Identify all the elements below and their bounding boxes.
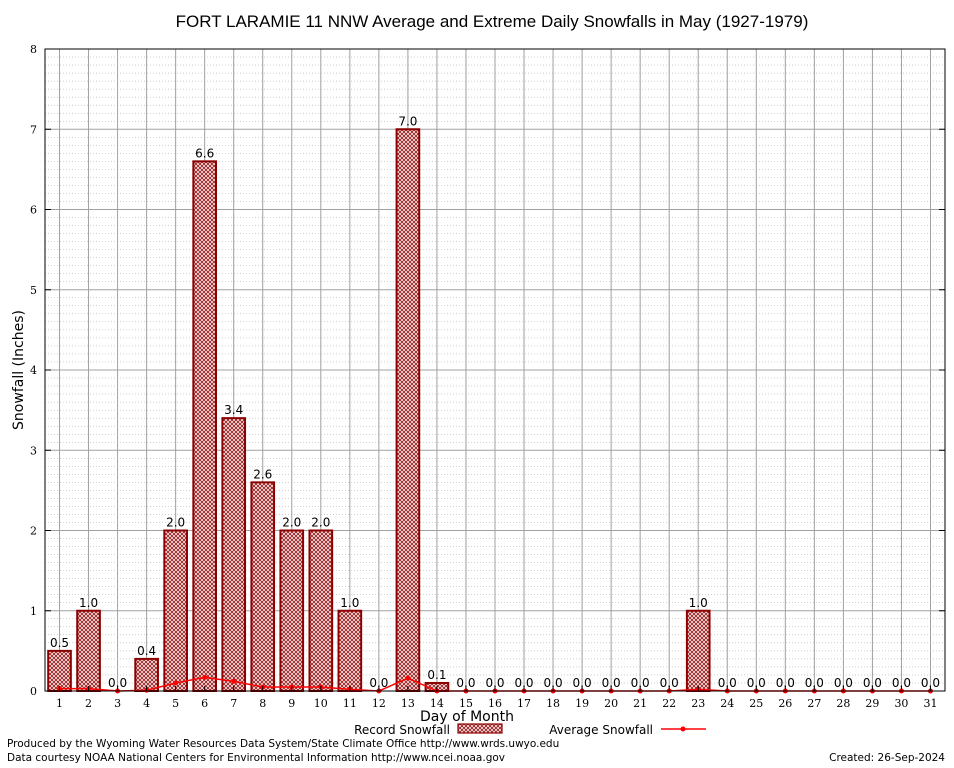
y-tick-label: 0 xyxy=(30,685,37,698)
record-value-label: 0.0 xyxy=(747,676,766,690)
x-tick-label: 29 xyxy=(865,697,879,710)
x-tick-label: 28 xyxy=(836,697,850,710)
record-bar xyxy=(192,160,218,693)
record-value-label: 2.0 xyxy=(311,516,330,530)
record-value-label: 0.0 xyxy=(544,676,563,690)
x-tick-label: 1 xyxy=(56,697,63,710)
record-value-label: 0.0 xyxy=(485,676,504,690)
record-value-label: 0.0 xyxy=(776,676,795,690)
record-value-label: 0.4 xyxy=(137,644,156,658)
record-value-label: 0.0 xyxy=(892,676,911,690)
record-value-label: 2.6 xyxy=(253,467,272,481)
x-tick-label: 15 xyxy=(459,697,473,710)
record-value-label: 0.0 xyxy=(805,676,824,690)
x-tick-label: 27 xyxy=(807,697,821,710)
record-bar xyxy=(250,481,276,692)
x-tick-label: 3 xyxy=(114,697,121,710)
credit-line-2: Data courtesy NOAA National Centers for … xyxy=(7,752,506,764)
x-tick-label: 5 xyxy=(172,697,179,710)
y-tick-label: 2 xyxy=(30,525,37,538)
record-value-label: 0.0 xyxy=(834,676,853,690)
record-value-label: 2.0 xyxy=(166,516,185,530)
y-tick-label: 4 xyxy=(30,364,37,377)
x-tick-label: 14 xyxy=(430,697,444,710)
x-tick-label: 4 xyxy=(143,697,150,710)
x-tick-label: 13 xyxy=(401,697,415,710)
record-bar xyxy=(76,609,101,692)
x-tick-label: 22 xyxy=(662,697,676,710)
record-value-label: 0.0 xyxy=(718,676,737,690)
record-value-label: 6.6 xyxy=(195,146,214,160)
x-tick-label: 23 xyxy=(691,697,705,710)
x-tick-label: 17 xyxy=(517,697,531,710)
record-value-label: 1.0 xyxy=(340,596,359,610)
record-value-label: 0.5 xyxy=(50,636,69,650)
average-point xyxy=(173,680,179,686)
record-value-label: 0.0 xyxy=(660,676,679,690)
x-tick-label: 31 xyxy=(923,697,937,710)
x-tick-label: 19 xyxy=(575,697,589,710)
y-tick-label: 1 xyxy=(30,605,37,618)
record-value-label: 0.0 xyxy=(514,676,533,690)
x-tick-label: 6 xyxy=(201,697,208,710)
legend-average-marker xyxy=(680,726,686,732)
x-axis-label: Day of Month xyxy=(420,709,514,725)
record-value-label: 3.4 xyxy=(224,403,243,417)
x-tick-label: 8 xyxy=(259,697,266,710)
chart-title: FORT LARAMIE 11 NNW Average and Extreme … xyxy=(176,12,809,31)
record-value-label: 0.0 xyxy=(631,676,650,690)
legend-average-label: Average Snowfall xyxy=(549,723,653,737)
record-value-label: 2.0 xyxy=(282,516,301,530)
record-value-label: 0.0 xyxy=(108,676,127,690)
y-axis-label: Snowfall (Inches) xyxy=(11,310,27,430)
x-tick-label: 2 xyxy=(85,697,92,710)
average-point xyxy=(202,674,208,680)
record-value-label: 0.0 xyxy=(573,676,592,690)
record-bar xyxy=(221,417,247,692)
x-tick-label: 21 xyxy=(633,697,647,710)
record-value-label: 0.0 xyxy=(456,676,475,690)
x-tick-label: 16 xyxy=(488,697,502,710)
y-tick-label: 5 xyxy=(30,284,37,297)
x-tick-label: 7 xyxy=(230,697,237,710)
record-value-label: 0.1 xyxy=(427,668,446,682)
record-value-label: 0.0 xyxy=(921,676,940,690)
record-bar xyxy=(279,529,305,692)
x-tick-label: 30 xyxy=(894,697,908,710)
record-value-label: 0.0 xyxy=(863,676,882,690)
record-value-label: 1.0 xyxy=(79,596,98,610)
y-tick-label: 6 xyxy=(30,204,37,217)
x-tick-label: 9 xyxy=(288,697,295,710)
x-tick-label: 10 xyxy=(314,697,328,710)
y-tick-label: 7 xyxy=(30,123,37,136)
record-value-label: 0.0 xyxy=(369,676,388,690)
record-bar xyxy=(47,649,72,692)
average-point xyxy=(405,675,411,681)
created-date: Created: 26-Sep-2024 xyxy=(829,752,945,764)
legend-record-swatch xyxy=(457,723,503,734)
credit-line-1: Produced by the Wyoming Water Resources … xyxy=(7,738,560,750)
y-tick-label: 8 xyxy=(30,43,37,56)
x-tick-label: 26 xyxy=(778,697,792,710)
average-point xyxy=(231,678,237,684)
record-bar xyxy=(163,529,188,692)
x-tick-label: 20 xyxy=(604,697,618,710)
legend: Record Snowfall Average Snowfall xyxy=(354,723,706,737)
y-tick-label: 3 xyxy=(30,444,37,457)
x-tick-label: 11 xyxy=(343,697,357,710)
record-bar xyxy=(685,609,711,692)
record-bar xyxy=(337,609,363,692)
record-bar xyxy=(308,529,334,692)
record-value-label: 0.0 xyxy=(602,676,621,690)
x-tick-label: 18 xyxy=(546,697,560,710)
record-value-label: 1.0 xyxy=(689,596,708,610)
x-tick-label: 25 xyxy=(749,697,763,710)
legend-record-label: Record Snowfall xyxy=(354,723,450,737)
x-tick-label: 12 xyxy=(372,697,386,710)
record-bar xyxy=(395,128,421,692)
x-tick-label: 24 xyxy=(720,697,734,710)
record-value-label: 7.0 xyxy=(398,114,417,128)
